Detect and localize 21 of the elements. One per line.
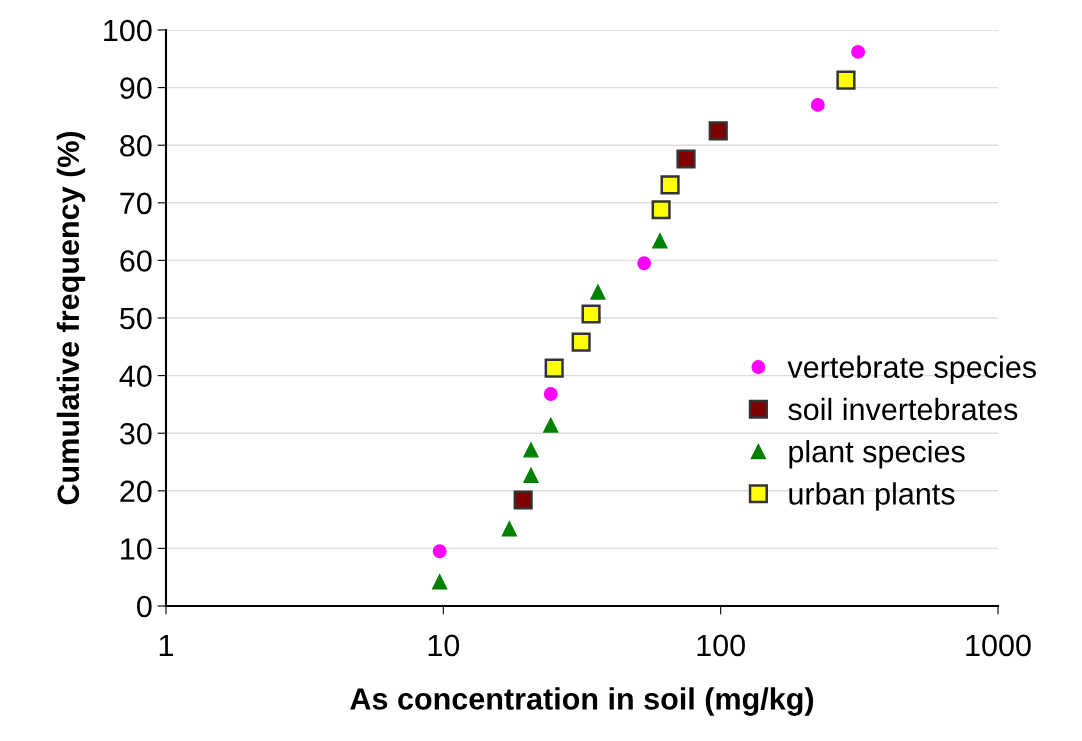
legend-label: urban plants: [789, 482, 955, 511]
y-tick-label: 0: [137, 595, 152, 618]
y-tick-label: 80: [120, 134, 152, 157]
y-tick-label: 100: [104, 19, 152, 42]
y-axis-title: Cumulative frequency (%): [56, 131, 86, 505]
legend-label: vertebrate species: [787, 355, 1036, 385]
x-axis-title: As concentration in soil (mg/kg): [350, 687, 814, 716]
y-tick-label: 20: [120, 480, 152, 503]
y-tick-label: 60: [120, 250, 152, 272]
x-tick-label: 100: [697, 634, 745, 657]
x-tick-label: 1: [159, 634, 174, 656]
y-tick-label: 70: [120, 192, 152, 215]
legend-label: plant species: [789, 440, 965, 469]
y-tick-label: 90: [120, 77, 152, 99]
x-tick-label: 1000: [966, 634, 1031, 657]
y-tick-label: 50: [120, 307, 152, 330]
legend-label: soil invertebrates: [788, 397, 1018, 421]
y-tick-label: 30: [119, 422, 152, 445]
y-tick-label: 40: [119, 365, 152, 387]
y-tick-label: 10: [121, 538, 152, 560]
x-tick-label: 10: [428, 634, 460, 657]
